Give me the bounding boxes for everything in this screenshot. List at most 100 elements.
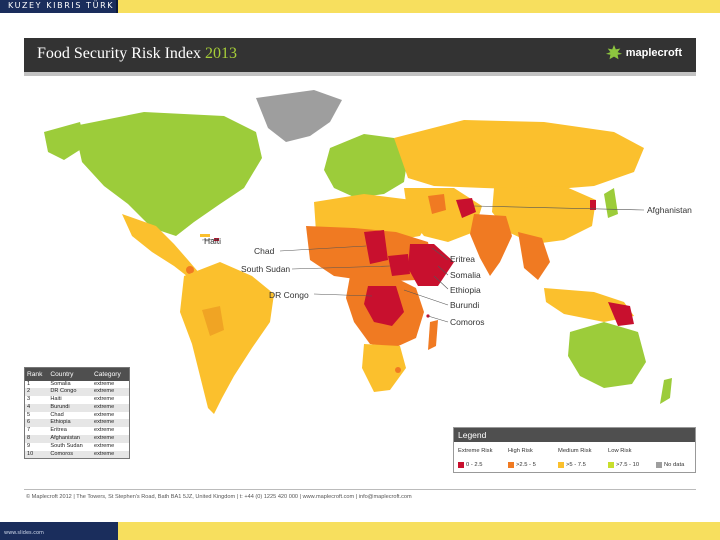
label-haiti: Haiti	[204, 236, 222, 246]
map-header: Food Security Risk Index 2013 maplecroft	[24, 38, 696, 72]
category-cell: extreme	[91, 419, 130, 428]
label-south-sudan: South Sudan	[241, 264, 291, 274]
horn-of-africa-shape	[408, 244, 454, 286]
country-cell: Afghanistan	[48, 435, 92, 443]
legend-swatch	[458, 461, 464, 468]
bottom-left-logo-text: www.slides.com	[4, 530, 44, 536]
legend-range: >5 - 7.5	[566, 461, 586, 468]
table-row: 2 DR Congo extreme	[24, 388, 130, 397]
footer-text: © Maplecroft 2012 | The Towers, St Steph…	[26, 494, 412, 500]
australia-shape	[568, 322, 646, 388]
table-row: 8 Afghanistan extreme	[24, 435, 130, 443]
chad-shape	[364, 230, 388, 264]
rank-cell: 8	[24, 435, 49, 443]
country-cell: Burundi	[48, 403, 92, 412]
table-row: 7 Eritrea extreme	[24, 427, 130, 436]
greenland-shape	[256, 90, 342, 142]
russia-shape	[394, 120, 644, 190]
country-cell: Haiti	[48, 396, 92, 404]
table-row: 9 South Sudan extreme	[24, 442, 130, 451]
legend-category: Low Risk	[608, 448, 632, 454]
top-left-logo: KUZEY KIBRIS TÜRK	[0, 0, 118, 13]
southeast-asia-shape	[518, 232, 550, 280]
category-header: Category	[91, 367, 130, 381]
category-cell: extreme	[91, 427, 130, 436]
table-row: 6 Ethiopia extreme	[24, 419, 130, 428]
world-map	[44, 90, 672, 414]
southern-africa-shape	[362, 344, 406, 392]
rank-cell: 9	[24, 442, 49, 451]
rank-cell: 6	[24, 419, 49, 428]
legend-swatch	[656, 461, 662, 468]
bottom-band	[0, 522, 720, 540]
madagascar-shape	[428, 320, 438, 350]
legend-item-low: Low Risk >7.5 - 10	[608, 448, 639, 474]
rank-cell: 4	[24, 403, 49, 412]
country-cell: South Sudan	[48, 442, 92, 451]
legend-items: Extreme Risk 0 - 2.5 High Risk >2.5 - 5 …	[458, 448, 691, 470]
rank-header: Rank	[24, 367, 49, 381]
table-row: 3 Haiti extreme	[24, 396, 130, 404]
label-ethiopia: Ethiopia	[450, 285, 481, 295]
category-cell: extreme	[91, 396, 130, 404]
category-cell: extreme	[91, 450, 130, 459]
map-legend: Legend Extreme Risk 0 - 2.5 High Risk >2…	[453, 427, 696, 473]
legend-range: >7.5 - 10	[616, 461, 640, 468]
country-header: Country	[48, 367, 92, 381]
south-america-shape	[180, 262, 274, 414]
table-row: 10 Comoros extreme	[24, 450, 130, 459]
country-cell: DR Congo	[48, 388, 92, 397]
label-comoros: Comoros	[450, 317, 485, 327]
table-row: 5 Chad extreme	[24, 411, 130, 420]
table-row: 1 Somalia extreme	[24, 380, 130, 389]
category-cell: extreme	[91, 403, 130, 412]
legend-swatch	[508, 461, 514, 468]
country-cell: Ethiopia	[48, 419, 92, 428]
legend-item-extreme: Extreme Risk 0 - 2.5	[458, 448, 492, 474]
label-dr-congo: DR Congo	[269, 290, 309, 300]
india-shape	[470, 214, 512, 276]
brand-logo: maplecroft	[605, 44, 682, 62]
north-america-shape	[74, 112, 262, 236]
legend-range: 0 - 2.5	[466, 461, 483, 468]
legend-range: No data	[664, 461, 685, 468]
legend-title: Legend	[454, 428, 695, 442]
country-cell: Comoros	[48, 450, 92, 459]
table-row: 4 Burundi extreme	[24, 403, 130, 412]
legend-category	[656, 448, 684, 454]
label-eritrea: Eritrea	[450, 254, 476, 264]
top-band	[0, 0, 720, 13]
legend-item-no-data: No data	[656, 448, 684, 474]
maple-leaf-icon	[605, 44, 622, 60]
bottom-left-logo: www.slides.com	[0, 522, 118, 540]
alaska-shape	[44, 122, 86, 160]
map-title: Food Security Risk Index 2013	[37, 45, 237, 63]
rank-cell: 3	[24, 396, 49, 404]
header-strip	[24, 72, 696, 76]
rank-cell: 7	[24, 427, 49, 436]
country-cell: Eritrea	[48, 427, 92, 436]
brand-name: maplecroft	[625, 47, 682, 59]
map-title-year: 2013	[205, 45, 237, 62]
dr-congo-shape	[364, 286, 404, 326]
map-title-text: Food Security Risk Index	[37, 45, 201, 62]
country-cell: Chad	[48, 411, 92, 420]
legend-category: High Risk	[508, 448, 533, 454]
rank-cell: 5	[24, 411, 49, 420]
label-burundi: Burundi	[450, 300, 480, 310]
legend-swatch	[558, 461, 564, 468]
country-cell: Somalia	[48, 380, 92, 389]
category-cell: extreme	[91, 442, 130, 451]
category-cell: extreme	[91, 380, 130, 389]
label-somalia: Somalia	[450, 270, 481, 280]
label-chad: Chad	[254, 246, 275, 256]
mexico-shape	[122, 214, 200, 280]
east-asia-shape	[492, 186, 596, 244]
legend-range: >2.5 - 5	[516, 461, 536, 468]
category-cell: extreme	[91, 435, 130, 443]
rank-cell: 10	[24, 450, 49, 459]
label-afghanistan: Afghanistan	[647, 205, 692, 215]
rank-cell: 1	[24, 380, 49, 389]
rank-table-header: Rank Country Category	[24, 367, 130, 381]
